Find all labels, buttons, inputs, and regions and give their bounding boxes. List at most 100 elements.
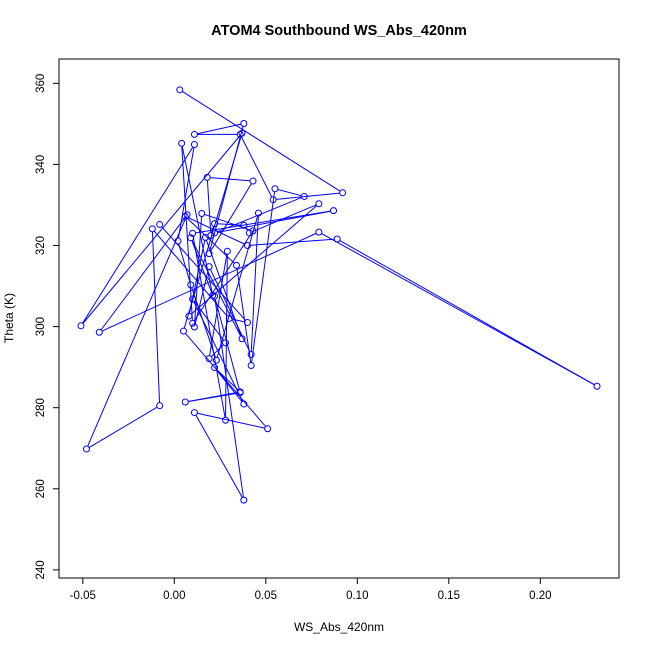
data-point: [315, 228, 323, 236]
series-segment: [187, 218, 235, 264]
data-point: [593, 382, 601, 390]
series-segment: [217, 197, 302, 233]
data-point: [269, 196, 277, 204]
data-point: [212, 356, 220, 364]
data-point: [211, 292, 219, 300]
data-point: [300, 192, 308, 200]
series-segment: [232, 318, 245, 323]
series-segment: [250, 216, 259, 352]
data-point: [233, 261, 241, 269]
data-point: [264, 425, 272, 433]
x-axis-label: WS_Abs_420nm: [294, 620, 384, 634]
data-point: [236, 388, 244, 396]
series-segment: [210, 177, 251, 182]
y-tick-label: 320: [35, 236, 47, 255]
series-segment: [241, 136, 273, 198]
series-segment: [181, 146, 193, 321]
data-point: [222, 339, 230, 347]
series-segment: [277, 189, 302, 197]
y-tick-label: 340: [35, 155, 47, 174]
series-segment: [190, 205, 317, 315]
data-point: [236, 130, 244, 138]
data-point: [187, 281, 195, 289]
series-segment: [151, 231, 161, 403]
data-point: [156, 402, 164, 410]
data-point: [247, 362, 255, 370]
x-tick-label: -0.05: [70, 590, 96, 602]
plot-frame: [58, 58, 620, 579]
y-axis: 240 260 280 300 320 340 360: [35, 74, 59, 579]
series-segment: [87, 217, 187, 447]
series-segment: [250, 238, 335, 246]
series-segment: [216, 215, 259, 358]
series-segment: [216, 369, 243, 403]
data-point: [190, 141, 198, 149]
data-point: [222, 416, 230, 424]
data-point: [240, 496, 248, 504]
data-point: [183, 211, 191, 219]
y-tick-label: 280: [35, 398, 47, 417]
data-point: [243, 242, 251, 250]
series-segment: [192, 236, 226, 418]
x-tick-label: 0.05: [255, 590, 277, 602]
x-tick-label: 0.15: [438, 590, 460, 602]
data-point: [211, 364, 219, 372]
data-point: [330, 207, 338, 215]
data-point: [190, 409, 198, 417]
data-point: [156, 220, 164, 228]
y-axis-label: Theta (K): [2, 293, 16, 343]
data-point: [179, 327, 187, 335]
series-segment: [217, 223, 241, 226]
data-point: [189, 319, 197, 327]
x-axis: -0.05 0.00 0.05 0.10 0.15 0.20: [70, 578, 552, 602]
data-point: [240, 119, 248, 127]
x-tick-label: 0.10: [346, 590, 368, 602]
data-point: [333, 235, 341, 243]
series-segment: [181, 146, 213, 293]
series-lines: [82, 90, 595, 498]
series-segment: [251, 191, 276, 363]
data-point: [240, 221, 248, 229]
data-point: [240, 400, 248, 408]
data-point: [243, 319, 251, 327]
series-segment: [276, 192, 340, 200]
data-point: [211, 229, 219, 237]
series-points: [77, 86, 601, 504]
data-point: [211, 220, 219, 228]
series-segment: [214, 298, 240, 390]
data-point: [249, 227, 257, 235]
data-point: [223, 247, 231, 255]
data-point: [201, 233, 209, 241]
series-segment: [210, 344, 224, 357]
data-point: [190, 130, 198, 138]
data-point: [189, 295, 197, 303]
data-point: [205, 250, 213, 258]
chart-title: ATOM4 Southbound WS_Abs_420nm: [211, 23, 467, 39]
series-segment: [193, 301, 243, 402]
data-point: [190, 323, 198, 331]
series-segment: [82, 146, 194, 324]
y-tick-label: 300: [35, 317, 47, 336]
y-tick-label: 240: [35, 560, 47, 579]
y-tick-label: 360: [35, 74, 47, 93]
data-point: [174, 237, 182, 245]
data-point: [203, 173, 211, 181]
data-point: [95, 328, 103, 336]
series-segment: [195, 414, 243, 498]
data-point: [148, 225, 156, 233]
series-segment: [178, 243, 191, 283]
x-tick-label: 0.20: [529, 590, 551, 602]
series-segment: [188, 391, 238, 402]
series-segment: [197, 412, 265, 429]
series-segment: [195, 210, 331, 234]
data-point: [339, 189, 347, 197]
series-segment: [321, 233, 595, 386]
data-point: [249, 177, 257, 185]
data-point: [189, 229, 197, 237]
series-segment: [214, 299, 244, 498]
data-point: [77, 322, 85, 330]
data-point: [185, 312, 193, 320]
series-segment: [182, 90, 341, 192]
data-point: [254, 209, 262, 217]
